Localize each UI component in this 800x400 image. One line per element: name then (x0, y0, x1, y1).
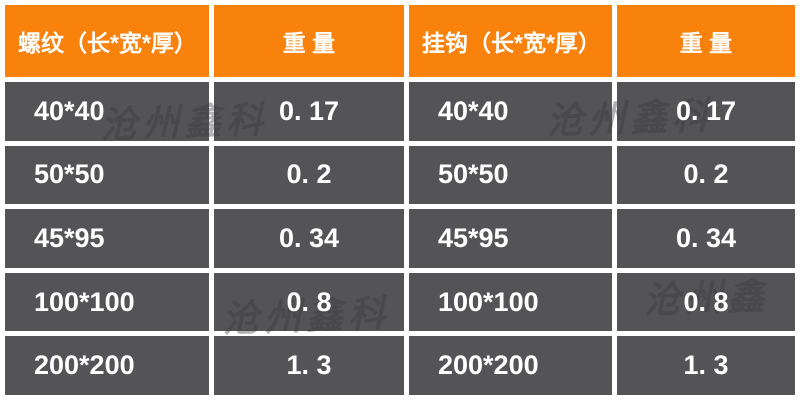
cell-value: 1. 3 (683, 350, 729, 381)
cell-thread-size: 200*200 (5, 336, 209, 395)
cell-value: 100*100 (34, 286, 135, 317)
cell-value: 0. 8 (683, 286, 729, 317)
cell-value: 0. 2 (683, 159, 729, 190)
header-hook-weight: 重 量 (617, 5, 795, 77)
cell-value: 50*50 (34, 159, 105, 190)
header-label: 螺纹（长*宽*厚） (18, 30, 197, 56)
table-row: 45*95 0. 34 45*95 0. 34 (5, 209, 795, 268)
cell-value: 40*40 (34, 95, 105, 126)
cell-hook-weight: 0. 2 (617, 145, 795, 205)
cell-value: 0. 17 (675, 95, 737, 126)
header-label: 重 量 (679, 30, 733, 56)
cell-thread-weight: 0. 17 (214, 82, 404, 141)
cell-thread-size: 100*100 (5, 272, 209, 332)
header-row: 螺纹（长*宽*厚） 重 量 挂钩（长*宽*厚） 重 量 (5, 5, 795, 77)
header-thread-weight: 重 量 (214, 5, 404, 77)
cell-value: 40*40 (438, 95, 509, 126)
cell-value: 0. 34 (278, 222, 340, 253)
header-hook-dimensions: 挂钩（长*宽*厚） (409, 5, 612, 77)
cell-value: 45*95 (438, 222, 509, 253)
cell-thread-weight: 0. 8 (214, 272, 404, 332)
cell-hook-weight: 1. 3 (617, 336, 795, 395)
cell-hook-weight: 0. 34 (617, 209, 795, 268)
table-row: 100*100 0. 8 100*100 0. 8 (5, 272, 795, 332)
cell-thread-size: 40*40 (5, 82, 209, 141)
cell-thread-size: 50*50 (5, 145, 209, 205)
cell-thread-weight: 1. 3 (214, 336, 404, 395)
cell-hook-weight: 0. 17 (617, 82, 795, 141)
table-row: 200*200 1. 3 200*200 1. 3 (5, 336, 795, 395)
cell-hook-weight: 0. 8 (617, 272, 795, 332)
table-row: 40*40 0. 17 40*40 0. 17 (5, 82, 795, 141)
cell-value: 0. 8 (286, 286, 332, 317)
cell-value: 45*95 (34, 222, 105, 253)
cell-value: 200*200 (438, 350, 539, 381)
cell-thread-size: 45*95 (5, 209, 209, 268)
cell-thread-weight: 0. 2 (214, 145, 404, 205)
cell-hook-size: 45*95 (409, 209, 612, 268)
header-label: 挂钩（长*宽*厚） (422, 30, 601, 56)
cell-value: 0. 2 (286, 159, 332, 190)
cell-value: 0. 34 (675, 222, 737, 253)
header-label: 重 量 (282, 30, 336, 56)
cell-value: 1. 3 (286, 350, 332, 381)
cell-thread-weight: 0. 34 (214, 209, 404, 268)
cell-hook-size: 40*40 (409, 82, 612, 141)
header-thread-dimensions: 螺纹（长*宽*厚） (5, 5, 209, 77)
cell-value: 50*50 (438, 159, 509, 190)
table-row: 50*50 0. 2 50*50 0. 2 (5, 145, 795, 205)
cell-hook-size: 200*200 (409, 336, 612, 395)
cell-value: 0. 17 (278, 95, 340, 126)
cell-value: 100*100 (438, 286, 539, 317)
cell-hook-size: 100*100 (409, 272, 612, 332)
cell-hook-size: 50*50 (409, 145, 612, 205)
cell-value: 200*200 (34, 350, 135, 381)
